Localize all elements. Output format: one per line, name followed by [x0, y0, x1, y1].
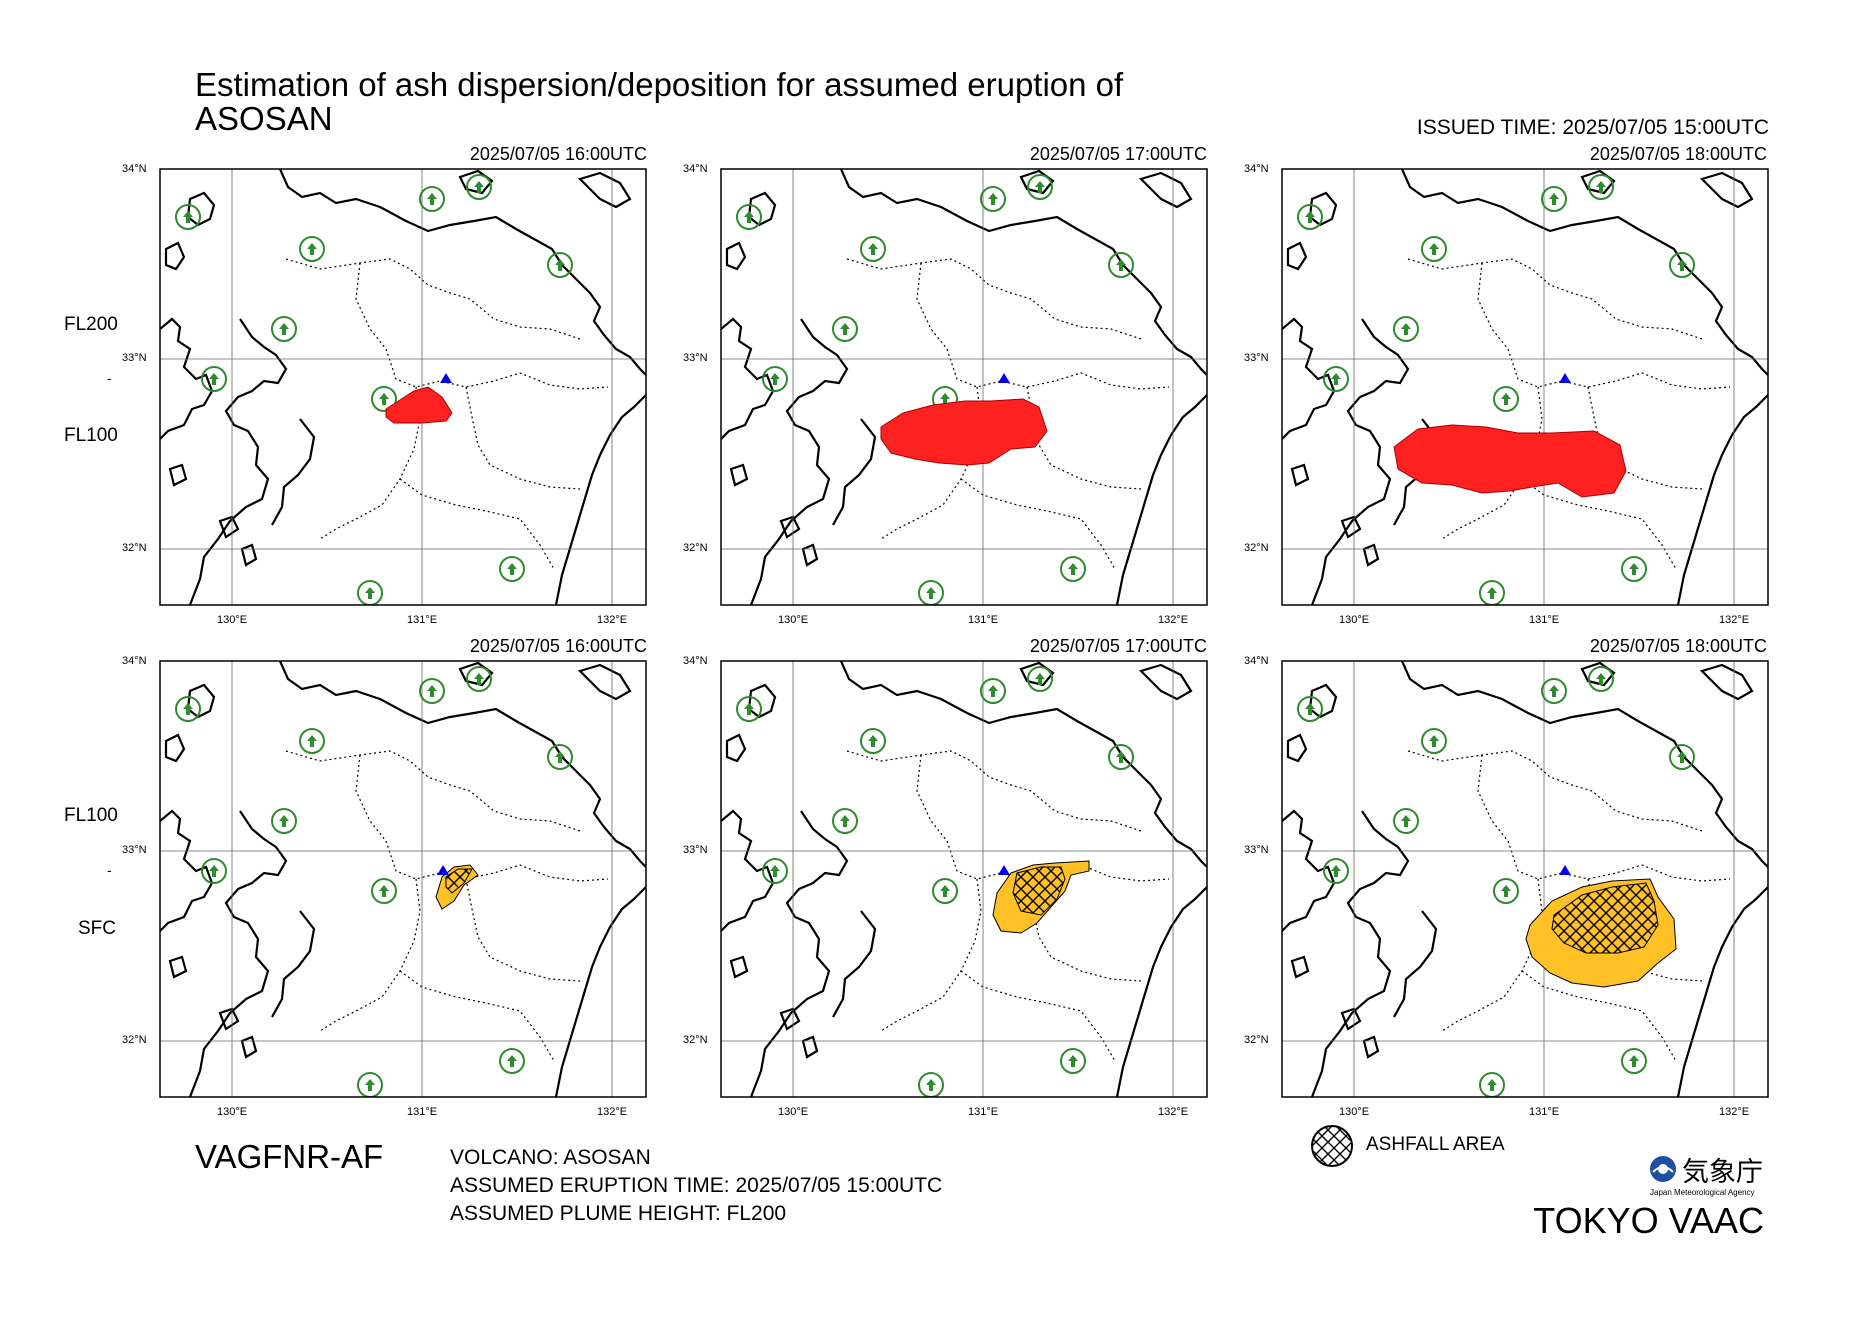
volcano-icon	[1559, 865, 1571, 875]
lat-tick: 33°N	[122, 844, 147, 856]
lat-tick: 32°N	[1244, 542, 1269, 554]
lat-tick: 34°N	[683, 163, 708, 175]
lon-tick: 130°E	[778, 1106, 809, 1118]
ash-cloud	[880, 398, 1048, 466]
panel-1-time: 2025/07/05 16:00UTC	[469, 144, 647, 164]
panel-2-time: 2025/07/05 17:00UTC	[1029, 144, 1207, 164]
ashfall-area	[445, 868, 473, 894]
legend-ashfall-label: ASHFALL AREA	[1366, 1134, 1505, 1155]
map-panel-3	[1281, 168, 1769, 606]
lat-tick: 34°N	[1244, 655, 1269, 667]
lat-tick: 32°N	[122, 542, 147, 554]
ash-cloud	[385, 386, 453, 424]
lon-tick: 132°E	[1158, 1106, 1189, 1118]
volcano-icon	[998, 373, 1010, 383]
row1-dash: -	[107, 370, 112, 386]
map-panel-2	[720, 168, 1208, 606]
lon-tick: 132°E	[1719, 1106, 1750, 1118]
lon-tick: 130°E	[217, 1106, 248, 1118]
page-title: Estimation of ash dispersion/deposition …	[195, 68, 1123, 136]
issued-time: ISSUED TIME: 2025/07/05 15:00UTC	[1416, 116, 1769, 139]
lat-tick: 32°N	[1244, 1034, 1269, 1046]
panel-5-time: 2025/07/05 17:00UTC	[1029, 636, 1207, 656]
panel-3-time: 2025/07/05 18:00UTC	[1589, 144, 1767, 164]
panel-4-time: 2025/07/05 16:00UTC	[469, 636, 647, 656]
lat-tick: 32°N	[683, 542, 708, 554]
jma-logo-icon	[1650, 1156, 1676, 1182]
lon-tick: 130°E	[778, 614, 809, 626]
lon-tick: 130°E	[217, 614, 248, 626]
product-code: VAGFNR-AF	[195, 1138, 384, 1175]
hatch-icon	[1311, 1125, 1353, 1167]
ashfall-area	[1551, 882, 1659, 954]
lon-tick: 131°E	[968, 1106, 999, 1118]
lat-tick: 33°N	[683, 844, 708, 856]
lon-tick: 130°E	[1339, 614, 1370, 626]
volcano-icon	[1559, 373, 1571, 383]
lon-tick: 132°E	[597, 1106, 628, 1118]
lon-tick: 132°E	[1719, 614, 1750, 626]
map-panel-6	[1281, 660, 1769, 1098]
plume-height: ASSUMED PLUME HEIGHT: FL200	[450, 1202, 787, 1225]
title-line-1: Estimation of ash dispersion/deposition …	[195, 66, 1124, 103]
ashfall-area	[1012, 866, 1066, 916]
lat-tick: 33°N	[1244, 352, 1269, 364]
volcano-icon	[440, 373, 452, 383]
lon-tick: 132°E	[1158, 614, 1189, 626]
eruption-time: ASSUMED ERUPTION TIME: 2025/07/05 15:00U…	[450, 1174, 943, 1197]
lon-tick: 130°E	[1339, 1106, 1370, 1118]
lat-tick: 34°N	[1244, 163, 1269, 175]
panel-6-time: 2025/07/05 18:00UTC	[1589, 636, 1767, 656]
lon-tick: 131°E	[968, 614, 999, 626]
title-line-2: ASOSAN	[195, 100, 333, 137]
map-panel-4	[159, 660, 647, 1098]
row2-top-level: FL100	[64, 805, 118, 826]
lon-tick: 132°E	[597, 614, 628, 626]
lat-tick: 33°N	[1244, 844, 1269, 856]
lon-tick: 131°E	[407, 1106, 438, 1118]
lat-tick: 32°N	[683, 1034, 708, 1046]
row2-bottom-level: SFC	[78, 918, 116, 939]
ash-cloud	[1393, 424, 1627, 498]
lat-tick: 33°N	[683, 352, 708, 364]
lat-tick: 34°N	[683, 655, 708, 667]
row1-bottom-level: FL100	[64, 425, 118, 446]
row2-dash: -	[107, 862, 112, 878]
lat-tick: 32°N	[122, 1034, 147, 1046]
map-panel-1	[159, 168, 647, 606]
map-panel-5	[720, 660, 1208, 1098]
row1-top-level: FL200	[64, 314, 118, 335]
volcano-icon	[437, 865, 449, 875]
jma-english: Japan Meteorological Agency	[1650, 1188, 1755, 1197]
lat-tick: 34°N	[122, 655, 147, 667]
volcano-icon	[998, 865, 1010, 875]
lon-tick: 131°E	[407, 614, 438, 626]
lat-tick: 33°N	[122, 352, 147, 364]
volcano-name: VOLCANO: ASOSAN	[450, 1146, 651, 1169]
lon-tick: 131°E	[1529, 1106, 1560, 1118]
jma-kanji: 気象庁	[1682, 1157, 1763, 1188]
lat-tick: 34°N	[122, 163, 147, 175]
vaac-name: TOKYO VAAC	[1533, 1200, 1764, 1241]
lon-tick: 131°E	[1529, 614, 1560, 626]
